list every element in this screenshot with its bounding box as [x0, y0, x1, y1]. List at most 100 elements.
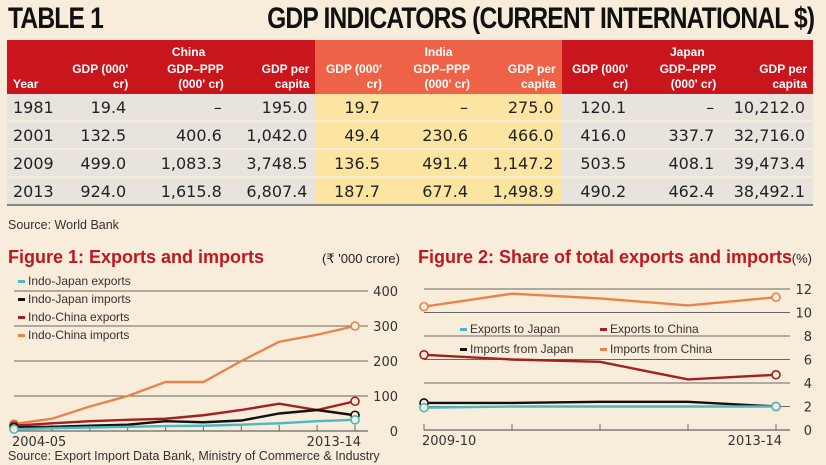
china-cell: 3,748.5 — [229, 149, 316, 178]
column-header: GDP per capita — [229, 60, 316, 94]
year-cell: 2009 — [7, 149, 62, 178]
year-header-spacer — [7, 40, 62, 60]
india-cell: 275.0 — [476, 94, 562, 122]
china-cell: 6,807.4 — [229, 177, 316, 206]
legend-label: Imports from China — [610, 342, 712, 356]
y-tick-label: 10 — [795, 307, 812, 322]
china-cell: 132.5 — [61, 121, 135, 150]
china-cell: 19.4 — [61, 94, 135, 122]
table-row: 2009 499.0 1,083.3 3,748.5 136.5 491.4 1,147.2… — [7, 149, 813, 178]
table-title: GDP INDICATORS (CURRENT INTERNATIONAL $) — [266, 2, 815, 35]
figure-1-unit: (₹ '000 crore) — [322, 251, 400, 266]
y-tick-label: 100 — [373, 390, 398, 405]
x-tick-label: 2004-05 — [12, 435, 66, 450]
column-header: GDP (000' cr) — [561, 60, 635, 94]
series-line-indo-china-imports — [13, 324, 356, 426]
endpoint-marker — [771, 292, 781, 303]
x-tick-label: 2013-14 — [307, 435, 361, 450]
group-header-china: China — [61, 40, 316, 60]
legend-swatch — [18, 298, 25, 301]
china-cell: – — [134, 94, 230, 122]
legend-label: Indo-China exports — [28, 310, 129, 324]
gdp-table: China India Japan Year GDP (000' cr) GDP–… — [7, 40, 813, 206]
legend-swatch — [460, 348, 467, 351]
india-cell: 1,147.2 — [476, 149, 562, 178]
series-line-indo-japan-imports — [13, 408, 356, 429]
japan-cell: 38,492.1 — [722, 177, 813, 206]
y-tick-label: 12 — [795, 283, 812, 298]
y-tick-label: 4 — [804, 377, 812, 392]
japan-cell: 10,212.0 — [722, 94, 813, 122]
legend-swatch — [18, 280, 25, 283]
india-cell: 466.0 — [476, 121, 562, 150]
legend-label: Indo-Japan imports — [28, 292, 131, 306]
japan-cell: 503.5 — [561, 149, 635, 178]
column-header: GDP per capita — [722, 60, 813, 94]
column-header: GDP–PPP (000' cr) — [634, 60, 723, 94]
endpoint-marker — [350, 414, 360, 425]
china-cell: 1,083.3 — [134, 149, 230, 178]
y-tick-label: 6 — [804, 354, 812, 369]
series-line-imports-from-japan — [424, 400, 777, 408]
series-line-imports-from-china — [423, 292, 777, 308]
table-row: 2013 924.0 1,615.8 6,807.4 187.7 677.4 1,498.9… — [7, 177, 813, 206]
endpoint-marker — [419, 301, 429, 312]
y-tick-label: 200 — [373, 355, 398, 370]
endpoint-marker — [771, 401, 781, 412]
table-source: Source: World Bank — [8, 218, 119, 232]
series-line-exports-to-china — [423, 353, 777, 381]
y-tick-label: 0 — [390, 425, 398, 440]
table-row: 2001 132.5 400.6 1,042.0 49.4 230.6 466.0 416.0… — [7, 121, 813, 150]
legend-swatch — [600, 348, 607, 351]
japan-cell: 337.7 — [634, 121, 723, 150]
china-cell: 400.6 — [134, 121, 230, 150]
x-tick-label: 2013-14 — [728, 434, 782, 449]
endpoint-marker — [419, 402, 429, 413]
india-cell: 49.4 — [315, 121, 388, 150]
year-cell: 2001 — [7, 121, 62, 150]
japan-cell: – — [634, 94, 723, 122]
legend-swatch — [600, 328, 607, 331]
legend-label: Exports to Japan — [470, 322, 560, 336]
group-header-japan: Japan — [561, 40, 813, 60]
table-label: TABLE 1 — [8, 2, 104, 35]
japan-cell: 120.1 — [561, 94, 635, 122]
india-cell: 187.7 — [315, 177, 388, 206]
figure-1-source: Source: Export Import Data Bank, Ministr… — [8, 449, 380, 463]
india-cell: 19.7 — [315, 94, 388, 122]
japan-cell: 408.1 — [634, 149, 723, 178]
china-cell: 1,042.0 — [229, 121, 316, 150]
endpoint-marker — [350, 321, 360, 331]
endpoint-marker — [9, 424, 19, 435]
china-cell: 1,615.8 — [134, 177, 230, 206]
column-header: GDP per capita — [476, 60, 562, 94]
endpoint-marker — [771, 369, 781, 380]
legend-label: Indo-China imports — [28, 328, 129, 342]
year-cell: 1981 — [7, 94, 62, 122]
figure-2-title: Figure 2: Share of total exports and imp… — [418, 247, 792, 267]
china-cell: 499.0 — [61, 149, 135, 178]
japan-cell: 462.4 — [634, 177, 723, 206]
y-tick-label: 8 — [804, 330, 812, 345]
column-header: GDP (000' cr) — [315, 60, 388, 94]
endpoint-marker — [350, 396, 360, 407]
series-line-indo-japan-exports — [13, 418, 356, 431]
figure-1-title: Figure 1: Exports and imports — [8, 247, 264, 267]
china-cell: 195.0 — [229, 94, 316, 122]
table-row: 1981 19.4–195.0 19.7–275.0 120.1–10,212.0 — [7, 94, 813, 122]
japan-cell: 39,473.4 — [722, 149, 813, 178]
japan-cell: 32,716.0 — [722, 121, 813, 150]
india-cell: – — [387, 94, 477, 122]
y-tick-label: 2 — [804, 401, 812, 416]
series-line-indo-china-exports — [13, 400, 356, 427]
japan-cell: 490.2 — [561, 177, 635, 206]
endpoint-marker — [419, 349, 429, 360]
y-tick-label: 0 — [804, 424, 812, 439]
india-cell: 1,498.9 — [476, 177, 562, 206]
india-cell: 136.5 — [315, 149, 388, 178]
group-header-india: India — [315, 40, 562, 60]
legend-swatch — [18, 316, 25, 319]
legend-swatch — [18, 334, 25, 337]
